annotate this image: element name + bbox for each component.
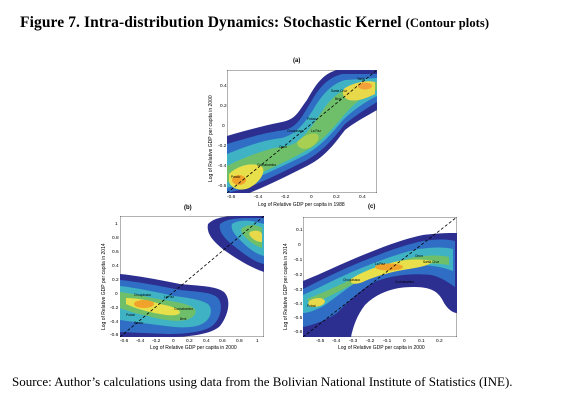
x-tick: -0.2 bbox=[366, 339, 375, 344]
y-tick: -0.6 bbox=[218, 184, 227, 189]
y-tick: -0.2 bbox=[218, 144, 227, 149]
panel-b-plot: Chuquisaca La Paz Cochabamba Potosí Pand… bbox=[120, 216, 264, 337]
y-tick: 0.4 bbox=[112, 264, 119, 269]
y-tick: -0.5 bbox=[294, 316, 303, 321]
y-tick: 0.4 bbox=[220, 84, 227, 89]
y-tick: -0.4 bbox=[110, 320, 119, 325]
y-tick: -0.4 bbox=[218, 164, 227, 169]
panel-b-contour: Chuquisaca La Paz Cochabamba Potosí Pand… bbox=[120, 216, 264, 337]
x-tick: 0.2 bbox=[186, 339, 193, 344]
y-tick: -0.2 bbox=[110, 306, 119, 311]
panel-c-xlabel: Log of Relative GDP per capita in 2000 bbox=[338, 345, 425, 351]
region-label: Beni bbox=[335, 97, 342, 101]
y-tick: -0.6 bbox=[294, 330, 303, 335]
y-tick: 0 bbox=[222, 124, 225, 129]
x-tick: -0.2 bbox=[152, 339, 161, 344]
y-tick: 0.6 bbox=[112, 250, 119, 255]
y-tick: -0.2 bbox=[294, 273, 303, 278]
x-tick: 0.4 bbox=[359, 195, 366, 200]
region-label: Oruro bbox=[415, 254, 423, 258]
y-tick: 0.1 bbox=[296, 228, 303, 233]
y-tick: -0.4 bbox=[294, 302, 303, 307]
region-label: Potosí bbox=[307, 304, 316, 308]
panel-a-contour: Tarija Santa Cruz Beni Potosí Chuquisaca… bbox=[227, 70, 377, 193]
region-label: La Paz bbox=[311, 129, 321, 133]
x-tick: 0.1 bbox=[418, 339, 425, 344]
x-tick: 0.2 bbox=[436, 339, 443, 344]
y-tick: -0.6 bbox=[110, 333, 119, 338]
region-label: Potosí bbox=[126, 313, 135, 317]
x-tick: -0.4 bbox=[254, 195, 263, 200]
x-tick: -0.5 bbox=[316, 339, 325, 344]
y-tick: 0 bbox=[298, 243, 301, 248]
y-tick: -0.1 bbox=[294, 258, 303, 263]
panel-b-ylabel: Log of Relative GDP per capita in 2014 bbox=[101, 243, 107, 330]
region-label: Santa Cruz bbox=[331, 89, 347, 93]
y-tick: 0.8 bbox=[112, 236, 119, 241]
panel-b-label: (b) bbox=[184, 205, 192, 211]
y-tick: 0 bbox=[115, 292, 118, 297]
region-label: Chuquisaca bbox=[343, 278, 360, 282]
panel-b-xlabel: Log of Relative GDP per capita in 2000 bbox=[150, 345, 237, 351]
panel-c-plot: Oruro Santa Cruz La Paz Chuquisaca Cocha… bbox=[303, 217, 457, 337]
figure-title: Figure 7. Intra-distribution Dynamics: S… bbox=[20, 14, 489, 32]
x-tick: -0.6 bbox=[227, 195, 236, 200]
region-label: Cochabamba bbox=[395, 280, 414, 284]
panel-a-ylabel: Log of Relative GDP per capita in 2000 bbox=[208, 95, 214, 182]
x-tick: 1 bbox=[256, 339, 259, 344]
region-label: Tarija bbox=[357, 77, 365, 81]
panel-c-contour: Oruro Santa Cruz La Paz Chuquisaca Cocha… bbox=[303, 217, 457, 337]
figure-title-paren: (Contour plots) bbox=[405, 16, 490, 30]
x-tick: -0.1 bbox=[383, 339, 392, 344]
region-label: Potosí bbox=[307, 117, 316, 121]
y-tick: 1 bbox=[115, 222, 118, 227]
region-label: Santa Cruz bbox=[423, 260, 439, 264]
panel-a-xlabel: Log of Relative GDP per capita in 1988 bbox=[258, 202, 345, 208]
panel-a-label: (a) bbox=[293, 58, 301, 64]
y-tick: 0.2 bbox=[112, 278, 119, 283]
x-tick: -0.3 bbox=[349, 339, 358, 344]
panel-c-ylabel: Log of Relative GDP per capita in 2014 bbox=[283, 243, 289, 330]
y-tick: -0.3 bbox=[294, 288, 303, 293]
x-tick: -0.4 bbox=[136, 339, 145, 344]
x-tick: -0.2 bbox=[281, 195, 290, 200]
x-tick: 0 bbox=[403, 339, 406, 344]
x-tick: -0.6 bbox=[120, 339, 129, 344]
region-label: La Paz bbox=[375, 262, 385, 266]
x-tick: 0.6 bbox=[219, 339, 226, 344]
panel-c-label: (c) bbox=[368, 204, 376, 210]
x-tick: -0.4 bbox=[332, 339, 341, 344]
x-tick: 0 bbox=[310, 195, 313, 200]
region-label: Oruro bbox=[279, 145, 287, 149]
x-tick: 0.2 bbox=[333, 195, 340, 200]
x-tick: 0 bbox=[172, 339, 175, 344]
region-label: Cochabamba bbox=[257, 163, 276, 167]
panel-a-plot: Tarija Santa Cruz Beni Potosí Chuquisaca… bbox=[227, 70, 377, 193]
region-label: Chuquisaca bbox=[134, 293, 151, 297]
figure-source-note: Source: Author’s calculations using data… bbox=[12, 374, 513, 389]
x-tick: 0.8 bbox=[236, 339, 243, 344]
y-tick: 0.2 bbox=[220, 104, 227, 109]
figure-title-main: Figure 7. Intra-distribution Dynamics: S… bbox=[20, 14, 402, 31]
region-label: Cochabamba bbox=[174, 307, 193, 311]
region-label: Pando bbox=[134, 321, 143, 325]
region-label: La Paz bbox=[164, 295, 174, 299]
region-label: Beni bbox=[180, 317, 187, 321]
region-label: Pando bbox=[231, 175, 240, 179]
x-tick: 0.4 bbox=[203, 339, 210, 344]
region-label: Chuquisaca bbox=[287, 129, 304, 133]
